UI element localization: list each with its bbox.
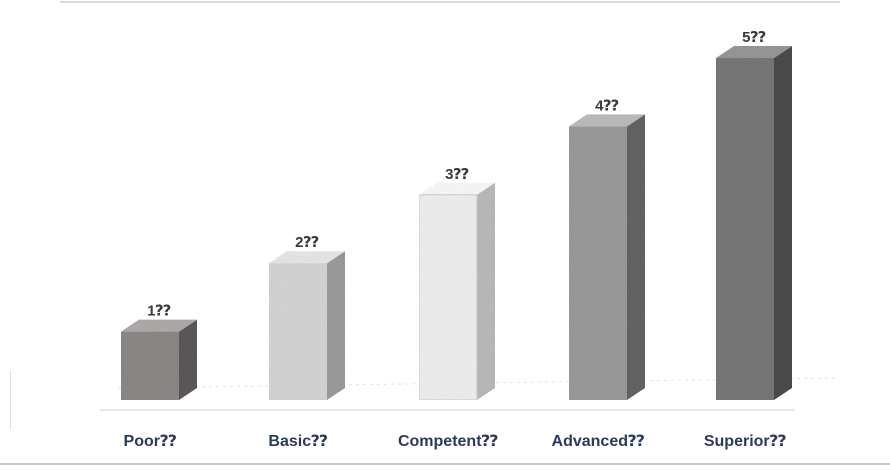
bar-front-face [121, 331, 179, 400]
value-label: 4⁇ [595, 97, 619, 114]
category-label: Poor⁇ [124, 433, 177, 450]
value-label: 3⁇ [445, 166, 469, 183]
category-label: Superior⁇ [704, 433, 786, 450]
category-label: Basic⁇ [268, 433, 327, 450]
top-border [60, 1, 840, 3]
bar-side-face [477, 182, 495, 400]
bottom-border [0, 463, 890, 465]
bar-top-face [269, 251, 345, 264]
value-label: 2⁇ [295, 234, 319, 251]
bar-front-face [569, 126, 627, 401]
bar-side-face [179, 319, 197, 400]
bar-front-face [418, 194, 478, 401]
value-labels-group: 1⁇ 2⁇ 3⁇ 4⁇ 5⁇ [147, 29, 766, 320]
category-labels-group: Poor⁇ Basic⁇ Competent⁇ Advanced⁇ Superior⁇ [124, 433, 787, 450]
bar-top-face [419, 182, 495, 195]
bar-basic [269, 251, 345, 400]
bar-competent [418, 182, 495, 401]
bars-group [121, 46, 792, 401]
bar-front-face [716, 58, 774, 400]
category-label: Competent⁇ [398, 433, 498, 450]
bar-advanced [569, 114, 645, 401]
bar-side-face [774, 46, 792, 400]
bar-side-face [627, 114, 645, 401]
left-frame-line [10, 370, 11, 430]
value-label: 1⁇ [147, 303, 171, 320]
bar-superior [716, 46, 792, 400]
category-label: Advanced⁇ [552, 433, 645, 450]
bar-poor [121, 319, 197, 400]
value-label: 5⁇ [742, 29, 766, 46]
bar-top-face [569, 114, 645, 127]
bar-side-face [327, 251, 345, 400]
bar-top-face [121, 319, 197, 332]
bar-front-face [269, 263, 327, 400]
bar-top-face [716, 46, 792, 58]
